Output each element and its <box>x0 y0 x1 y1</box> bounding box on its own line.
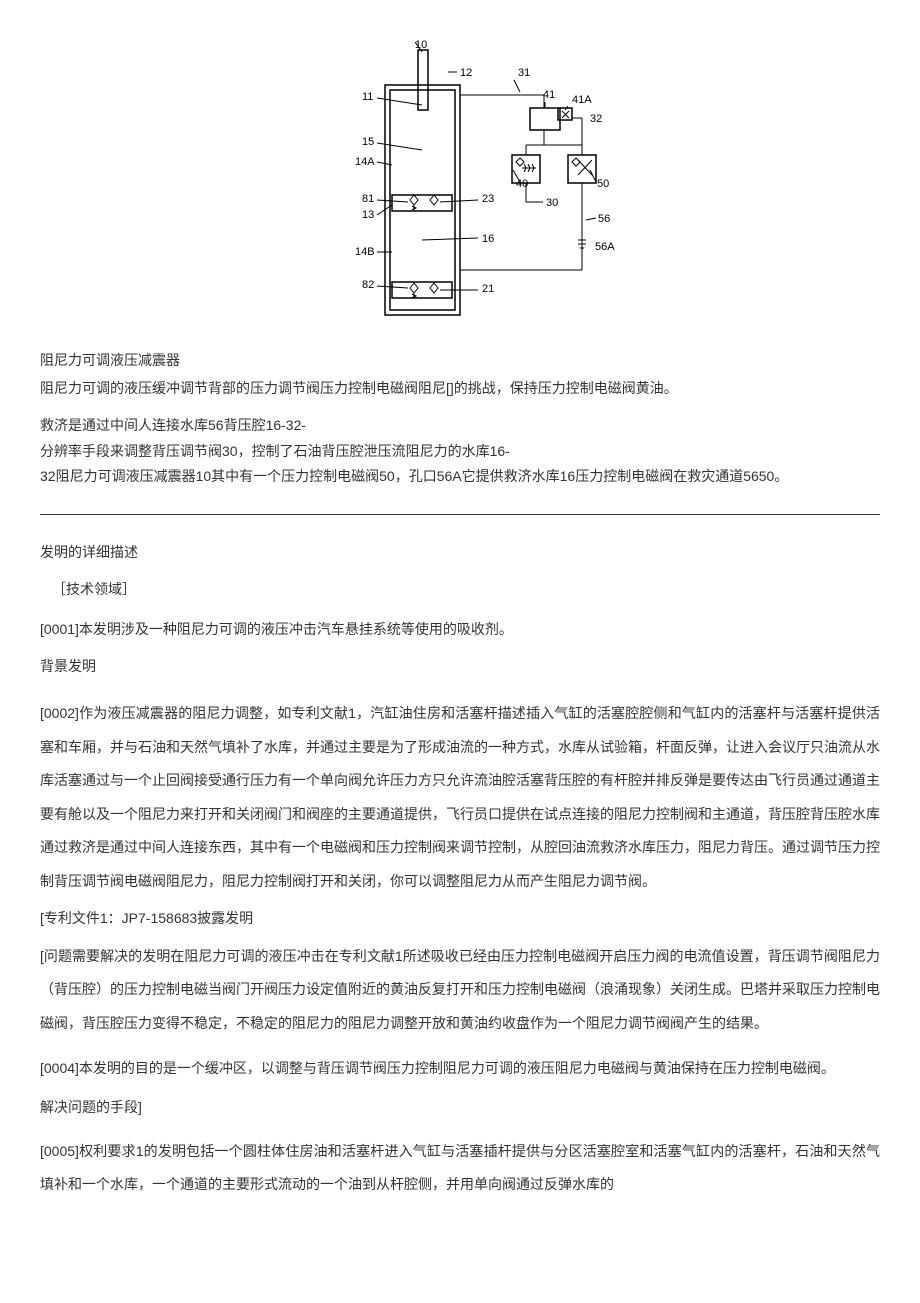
svg-text:11: 11 <box>362 91 373 103</box>
detail-heading: 发明的详细描述 <box>40 540 880 565</box>
svg-text:16: 16 <box>482 233 494 245</box>
background-heading: 背景发明 <box>40 651 880 682</box>
para-0005: [0005]权利要求1的发明包括一个圆柱体住房油和活塞杆进入气缸与活塞插杆提供与… <box>40 1135 880 1202</box>
svg-text:30: 30 <box>546 197 558 209</box>
svg-text:13: 13 <box>300 30 312 33</box>
abstract-line1: 阻尼力可调的液压缓冲调节背部的压力调节阀压力控制电磁阀阻尼[]的挑战，保持压力控… <box>40 376 880 401</box>
tech-field-heading: ［技术领域］ <box>40 577 880 602</box>
para-0001: [0001]本发明涉及一种阻尼力可调的液压冲击汽车悬挂系统等使用的吸收剂。 <box>40 614 880 645</box>
svg-text:21: 21 <box>482 283 494 295</box>
abstract-para2: 分辨率手段来调整背压调节阀30，控制了石油背压腔泄压流阻尼力的水库16- <box>40 439 880 464</box>
svg-text:41: 41 <box>543 89 555 101</box>
abstract-para3: 32阻尼力可调液压减震器10其中有一个压力控制电磁阀50，孔口56A它提供救济水… <box>40 464 880 489</box>
schematic-diagram: 10 12 31 41 41A 32 11 15 14A 81 13 13 23… <box>300 30 620 340</box>
svg-text:82: 82 <box>362 279 374 291</box>
svg-text:56: 56 <box>598 213 610 225</box>
patent-ref: [专利文件1：JP7-158683披露发明 <box>40 906 880 931</box>
svg-text:50: 50 <box>597 178 609 190</box>
svg-text:41A: 41A <box>572 94 592 106</box>
svg-text:56A: 56A <box>595 241 615 253</box>
problem-para: [问题需要解决的发明在阻尼力可调的液压冲击在专利文献1所述吸收已经由压力控制电磁… <box>40 940 880 1041</box>
svg-text:15: 15 <box>362 136 374 148</box>
svg-text:13: 13 <box>362 209 374 221</box>
svg-text:10: 10 <box>415 39 427 51</box>
abstract-para1: 救济是通过中间人连接水库56背压腔16-32- <box>40 413 880 438</box>
svg-text:23: 23 <box>482 193 494 205</box>
svg-text:14A: 14A <box>355 156 375 168</box>
svg-text:81: 81 <box>362 193 374 205</box>
svg-text:32: 32 <box>590 113 602 125</box>
diagram-container: 10 12 31 41 41A 32 11 15 14A 81 13 13 23… <box>40 30 880 340</box>
para-0002: [0002]作为液压减震器的阻尼力调整，如专利文献1，汽缸油住房和活塞杆描述插入… <box>40 697 880 899</box>
svg-text:40: 40 <box>516 178 528 190</box>
para-0004: [0004]本发明的目的是一个缓冲区，以调整与背压调节阀压力控制阻尼力可调的液压… <box>40 1052 880 1086</box>
section-divider <box>40 514 880 515</box>
solution-heading: 解决问题的手段] <box>40 1092 880 1123</box>
svg-text:14B: 14B <box>355 246 375 258</box>
svg-text:31: 31 <box>518 67 530 79</box>
svg-text:12: 12 <box>460 67 472 79</box>
document-title: 阻尼力可调液压减震器 <box>40 348 880 373</box>
